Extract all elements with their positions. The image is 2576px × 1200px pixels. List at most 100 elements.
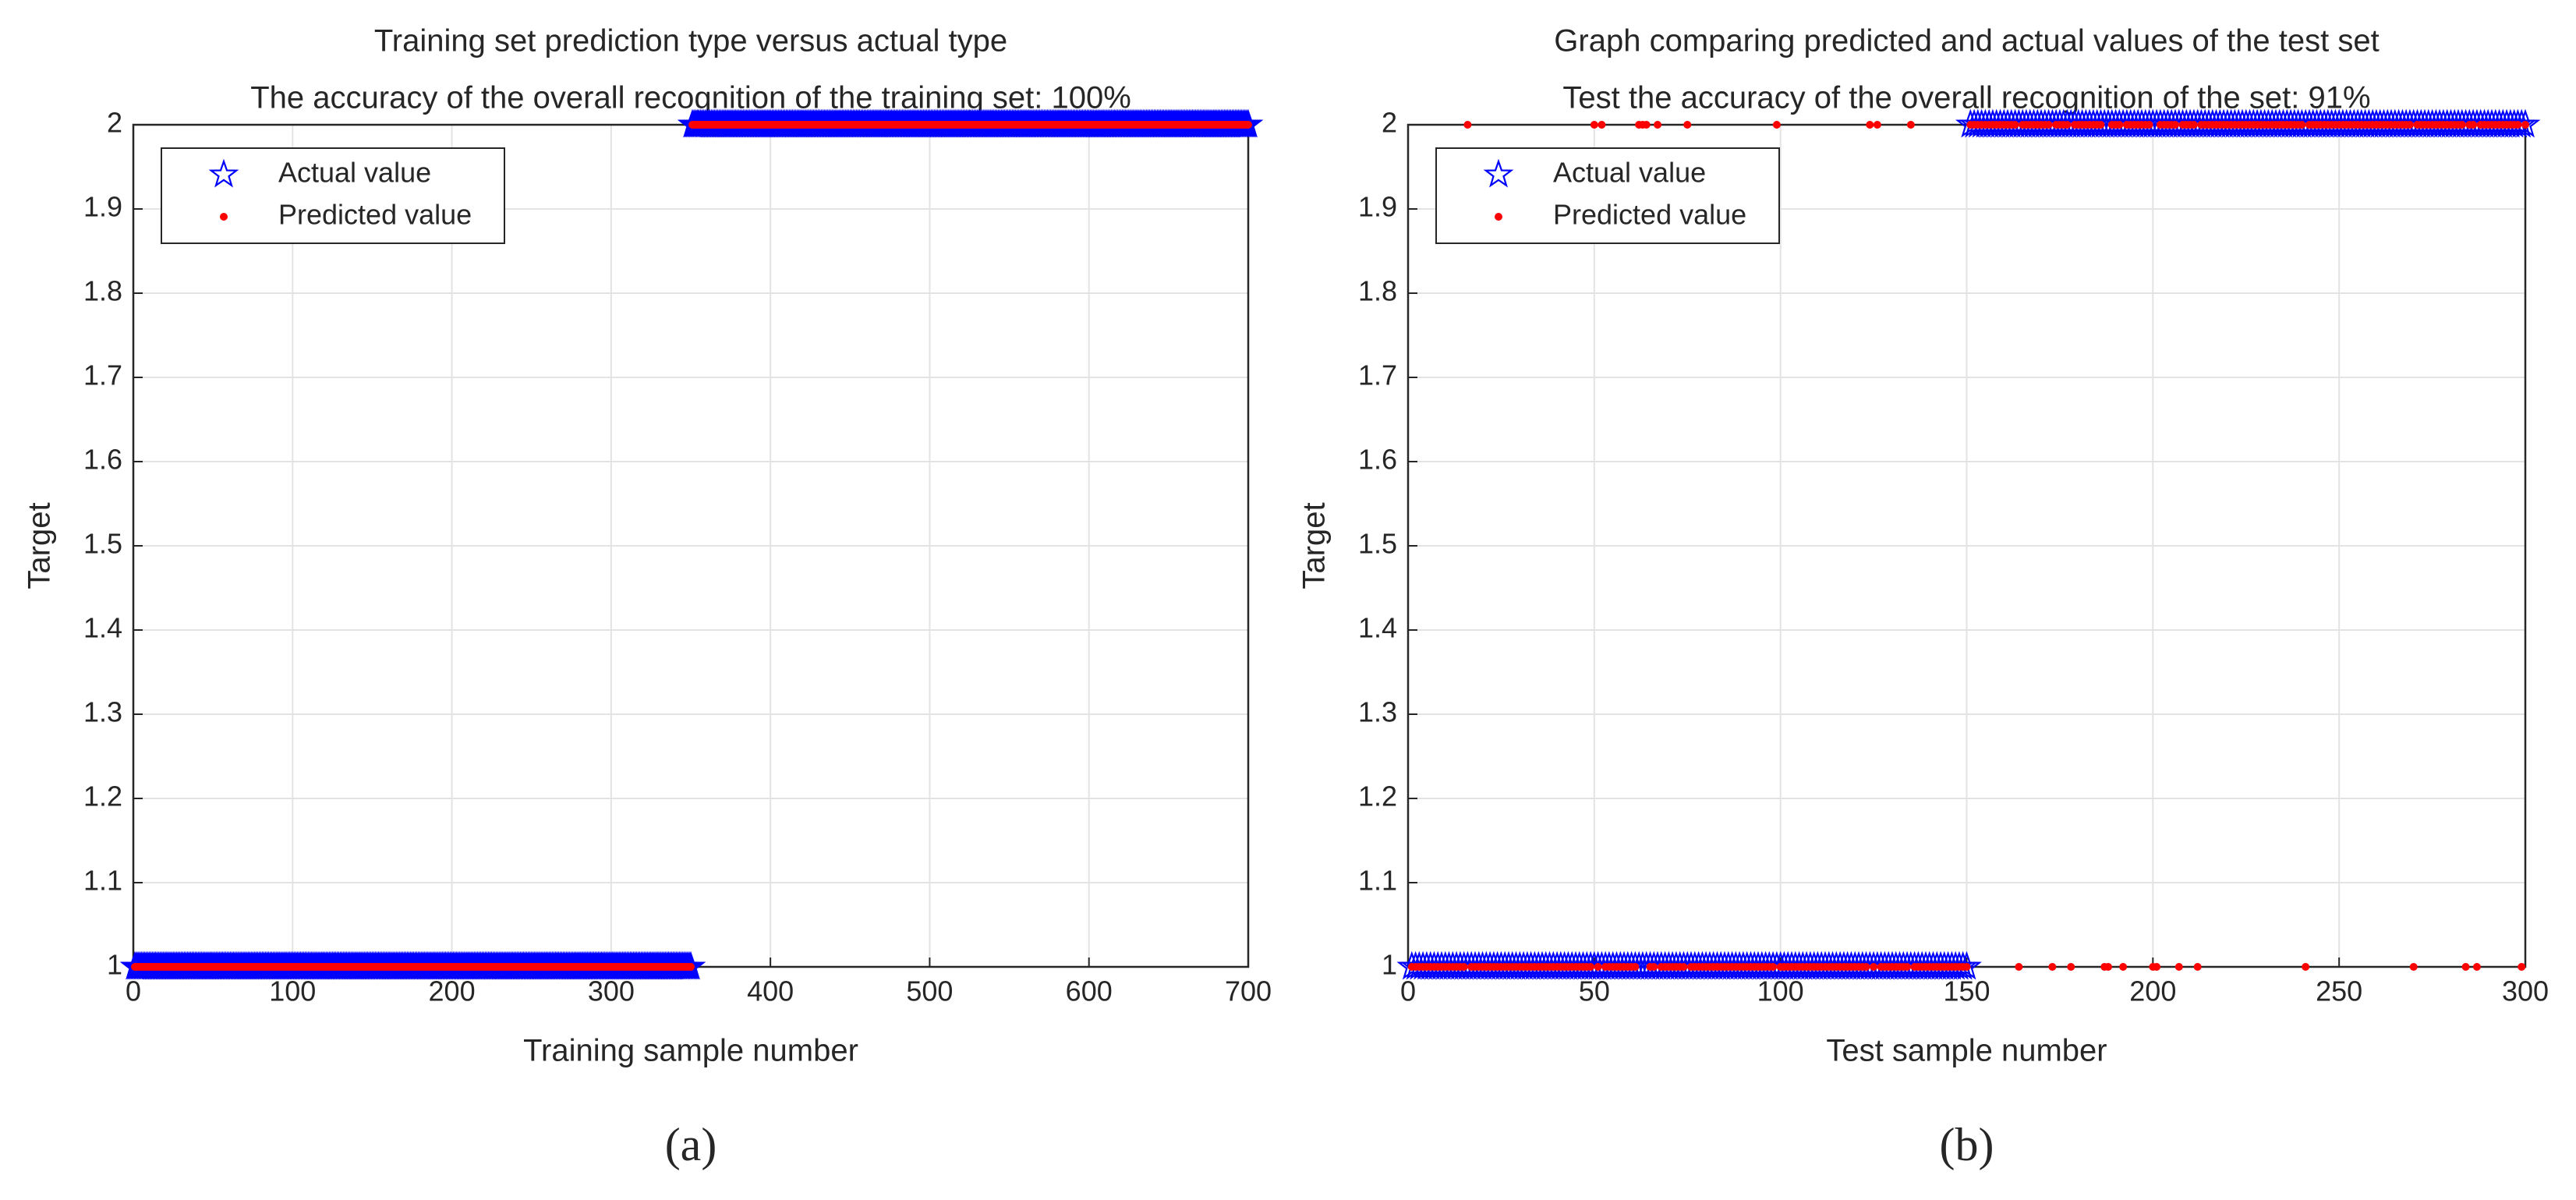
dot-marker bbox=[1962, 963, 1971, 971]
y-tick-label: 1.1 bbox=[1358, 865, 1397, 897]
dot-marker bbox=[2174, 963, 2183, 971]
dot-marker bbox=[1590, 121, 1598, 129]
star-marker bbox=[1951, 950, 1982, 980]
x-tick-label: 200 bbox=[429, 975, 476, 1007]
dot-marker bbox=[2015, 963, 2023, 971]
y-tick-label: 2 bbox=[107, 107, 122, 139]
star-marker bbox=[1233, 108, 1264, 138]
y-tick-label: 1.6 bbox=[1358, 444, 1397, 476]
dot-marker bbox=[1679, 963, 1688, 971]
dot-marker bbox=[2469, 121, 2478, 129]
legend-swatch bbox=[1495, 213, 1502, 221]
dot-marker bbox=[2048, 963, 2057, 971]
x-tick-label: 100 bbox=[269, 975, 316, 1007]
dot-marker bbox=[1906, 121, 1915, 129]
legend-swatch bbox=[220, 213, 228, 221]
legend: Actual value Predicted value bbox=[1435, 147, 1780, 244]
dot-marker bbox=[2457, 121, 2466, 129]
y-tick-label: 2 bbox=[1382, 107, 1397, 139]
data-marks bbox=[119, 108, 1264, 980]
chart-title: Training set prediction type versus actu… bbox=[374, 24, 1007, 58]
y-tick-label: 1.8 bbox=[1358, 275, 1397, 307]
legend-label: Predicted value bbox=[278, 199, 472, 231]
x-tick-label: 600 bbox=[1066, 975, 1113, 1007]
dot-marker bbox=[2104, 963, 2113, 971]
panel: Graph comparing predicted and actual val… bbox=[1297, 24, 2549, 1170]
x-tick-label: 50 bbox=[1579, 975, 1610, 1007]
dot-marker bbox=[2472, 963, 2481, 971]
dot-marker bbox=[1903, 963, 1912, 971]
dot-marker bbox=[2115, 121, 2124, 129]
dot-marker bbox=[1587, 963, 1595, 971]
x-tick-label: 300 bbox=[2502, 975, 2549, 1007]
dot-marker bbox=[2298, 121, 2306, 129]
dot-marker bbox=[2119, 963, 2128, 971]
legend-box bbox=[161, 147, 505, 244]
x-tick-label: 150 bbox=[1943, 975, 1990, 1007]
x-tick-label: 300 bbox=[588, 975, 635, 1007]
y-tick-label: 1.9 bbox=[83, 191, 122, 223]
x-axis-label: Test sample number bbox=[1826, 1034, 2107, 1068]
legend: Actual value Predicted value bbox=[161, 147, 505, 244]
legend-box bbox=[1435, 147, 1780, 244]
y-tick-label: 1.5 bbox=[83, 528, 122, 560]
legend-label: Actual value bbox=[1553, 157, 1706, 189]
legend-label: Predicted value bbox=[1553, 199, 1746, 231]
dot-marker bbox=[1862, 963, 1870, 971]
x-tick-label: 700 bbox=[1225, 975, 1272, 1007]
y-tick-label: 1.4 bbox=[83, 612, 122, 644]
star-marker bbox=[675, 950, 706, 980]
dot-marker bbox=[1631, 963, 1640, 971]
dot-marker bbox=[2011, 121, 2019, 129]
dot-marker bbox=[1598, 121, 1606, 129]
data-marks bbox=[1396, 108, 2541, 980]
y-tick-label: 1.8 bbox=[83, 275, 122, 307]
dot-marker bbox=[1244, 121, 1252, 129]
panel-label: (a) bbox=[665, 1119, 717, 1170]
dot-marker bbox=[1866, 121, 1874, 129]
dot-marker bbox=[1769, 963, 1778, 971]
x-tick-label: 200 bbox=[2129, 975, 2176, 1007]
y-tick-label: 1.2 bbox=[83, 781, 122, 812]
x-tick-label: 400 bbox=[747, 975, 794, 1007]
y-tick-label: 1.9 bbox=[1358, 191, 1397, 223]
y-tick-label: 1.7 bbox=[1358, 359, 1397, 391]
star-marker bbox=[2510, 108, 2541, 138]
dot-marker bbox=[1642, 121, 1651, 129]
legend-label: Actual value bbox=[278, 157, 431, 189]
dot-marker bbox=[2514, 121, 2522, 129]
chart-subtitle: Test the accuracy of the overall recogni… bbox=[1562, 81, 2370, 115]
x-axis-label: Training sample number bbox=[523, 1034, 858, 1068]
y-tick-label: 1.7 bbox=[83, 359, 122, 391]
x-tick-label: 250 bbox=[2316, 975, 2362, 1007]
dot-marker bbox=[2189, 121, 2198, 129]
dot-marker bbox=[2193, 963, 2202, 971]
dot-marker bbox=[2518, 963, 2526, 971]
dot-marker bbox=[2409, 963, 2418, 971]
dot-marker bbox=[2171, 121, 2179, 129]
dot-marker bbox=[1594, 963, 1602, 971]
y-tick-label: 1.6 bbox=[83, 444, 122, 476]
y-tick-label: 1 bbox=[1382, 949, 1397, 981]
dot-marker bbox=[2044, 121, 2053, 129]
dot-marker bbox=[2461, 963, 2470, 971]
dot-marker bbox=[1463, 121, 1472, 129]
panel-label: (b) bbox=[1940, 1119, 1994, 1170]
x-tick-label: 0 bbox=[126, 975, 141, 1007]
chart-subtitle: The accuracy of the overall recognition … bbox=[250, 81, 1131, 115]
legend-swatch bbox=[1483, 158, 1514, 188]
dot-marker bbox=[2153, 963, 2161, 971]
y-tick-label: 1.3 bbox=[1358, 696, 1397, 728]
dot-marker bbox=[2063, 121, 2072, 129]
dot-marker bbox=[1654, 121, 1662, 129]
dot-marker bbox=[687, 963, 695, 971]
dot-marker bbox=[1772, 121, 1781, 129]
dot-marker bbox=[2302, 963, 2310, 971]
y-tick-label: 1.5 bbox=[1358, 528, 1397, 560]
dot-marker bbox=[1870, 963, 1878, 971]
y-axis-label: Target bbox=[23, 502, 57, 589]
dot-marker bbox=[1460, 963, 1468, 971]
x-tick-label: 500 bbox=[906, 975, 953, 1007]
